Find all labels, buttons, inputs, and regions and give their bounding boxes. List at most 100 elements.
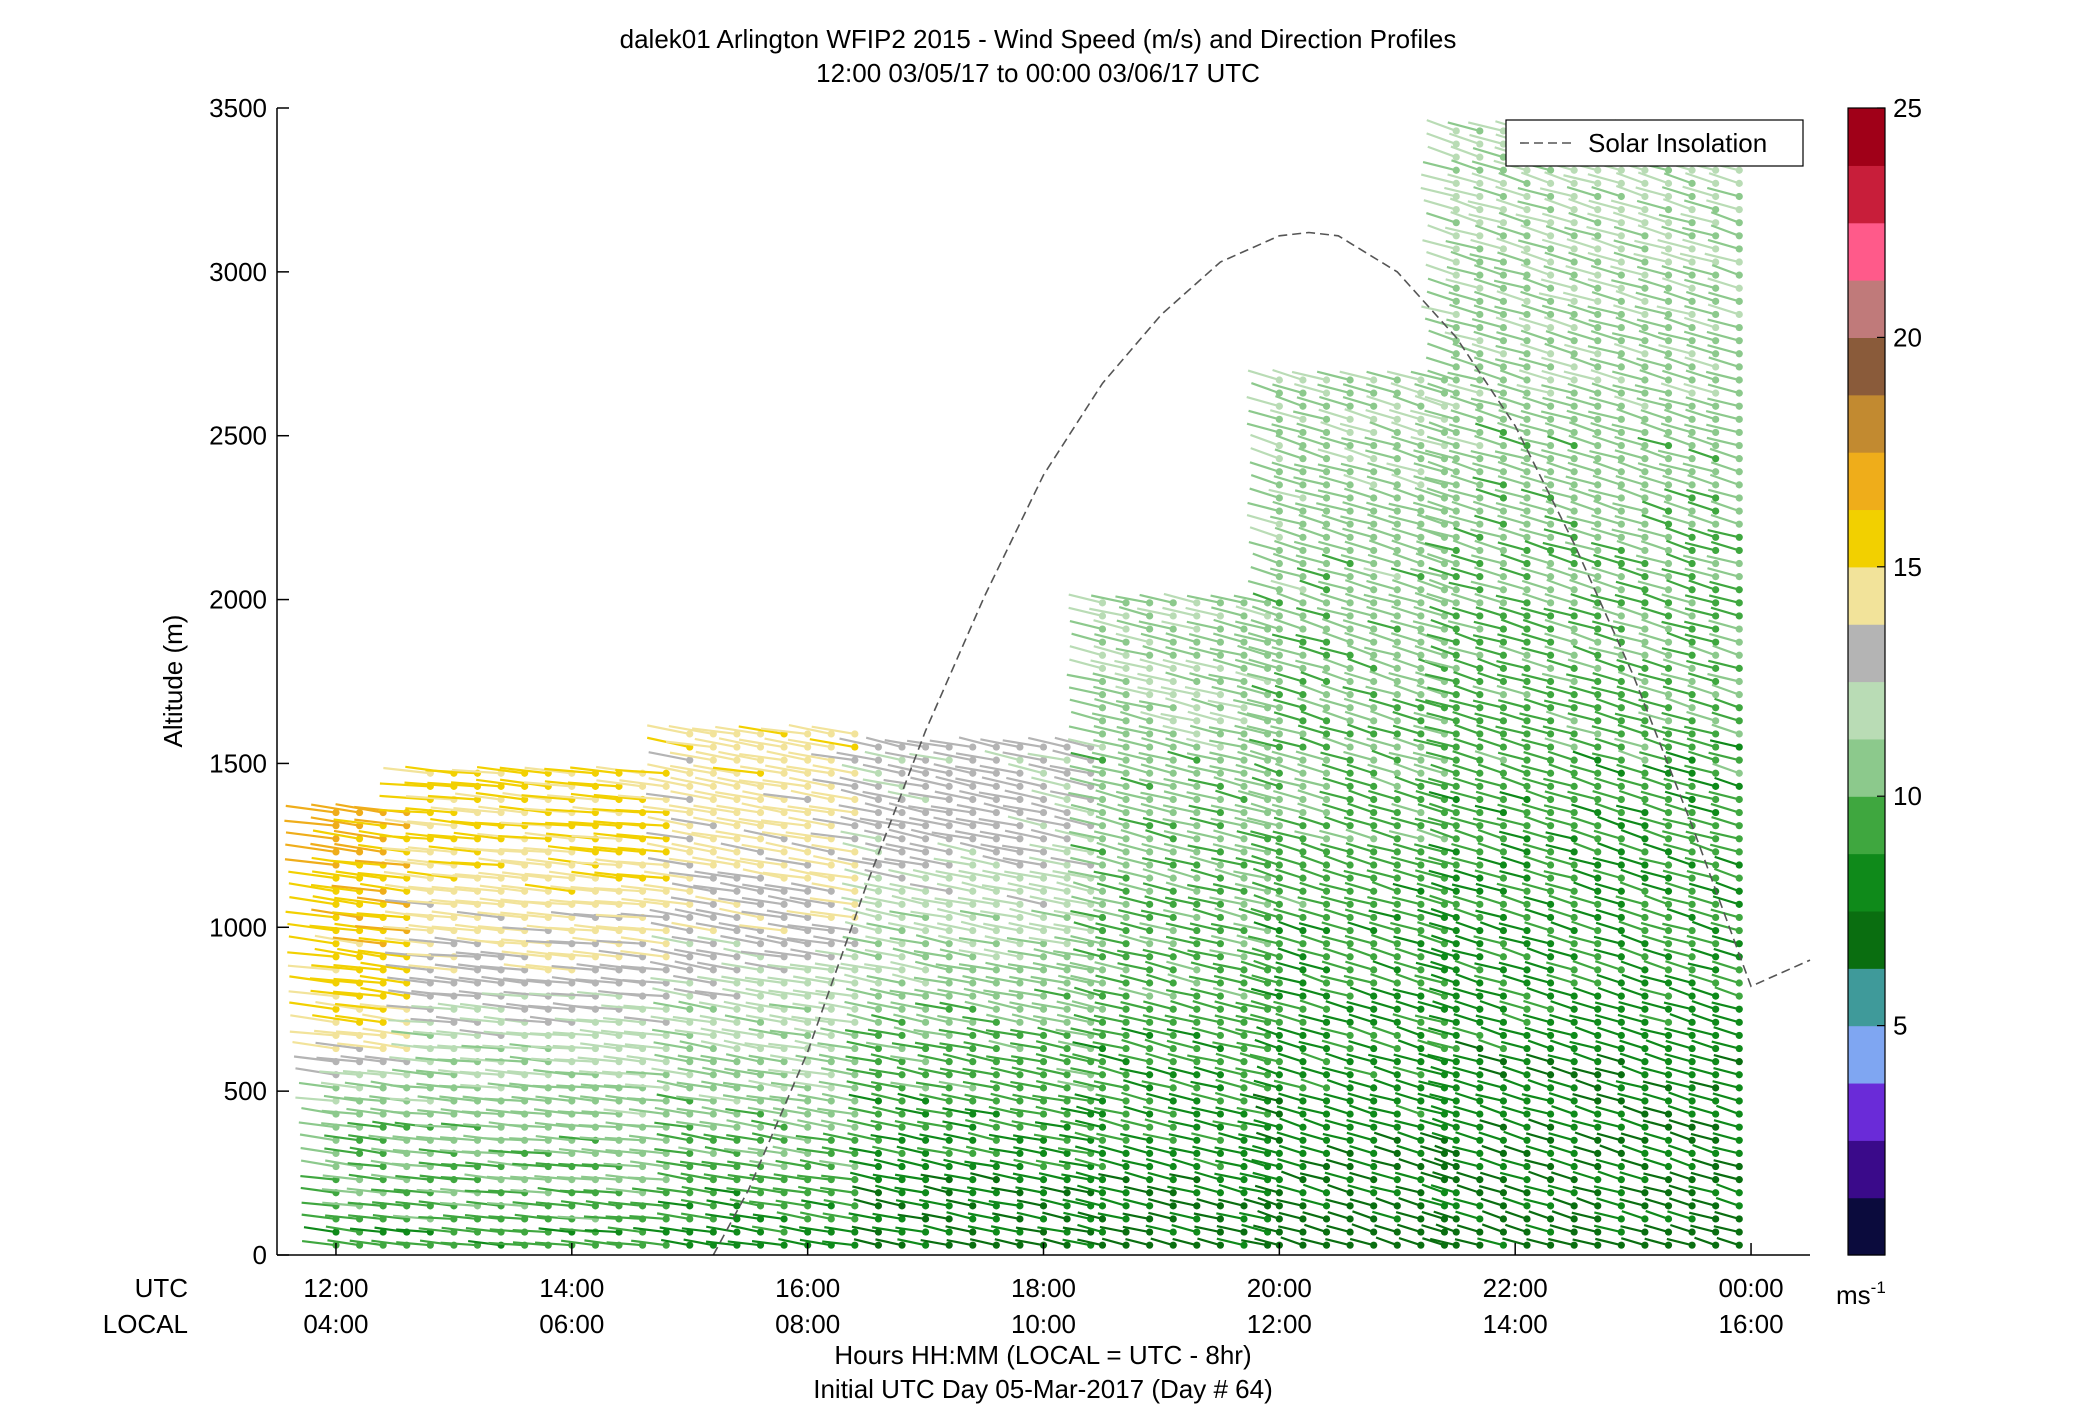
wind-barb-point <box>1299 900 1307 908</box>
wind-barb-stem <box>705 1213 738 1221</box>
wind-barb-point <box>709 743 717 751</box>
wind-barb-point <box>1393 1176 1401 1184</box>
wind-barb-point <box>1417 1031 1425 1040</box>
wind-barb-point <box>1417 520 1425 528</box>
wind-barb-point <box>1476 337 1484 345</box>
wind-barb-point <box>1417 992 1425 1000</box>
wind-barb-point <box>662 992 670 1000</box>
wind-barb-point <box>1275 415 1283 423</box>
wind-barb-stem <box>649 960 690 971</box>
wind-barb-point <box>1393 546 1401 555</box>
wind-barb-point <box>1452 1123 1460 1131</box>
wind-barb-point <box>1169 966 1177 974</box>
wind-barb-point <box>945 1110 953 1118</box>
wind-barb-stem <box>1002 857 1044 867</box>
wind-barb-stem <box>797 1174 832 1181</box>
wind-barb-point <box>1146 1162 1154 1171</box>
wind-barb-stem <box>332 911 384 919</box>
wind-barb-stem <box>405 912 454 919</box>
wind-barb-point <box>874 1241 883 1249</box>
wind-barb-point <box>1452 297 1460 305</box>
wind-barb-point <box>1346 808 1354 817</box>
wind-barb-stem <box>1093 1014 1127 1024</box>
wind-barb-point <box>1063 900 1071 908</box>
wind-barb-stem <box>359 1003 407 1011</box>
wind-barb-stem <box>702 1066 738 1076</box>
wind-barb-point <box>1193 1123 1201 1131</box>
wind-barb-point <box>1476 494 1484 502</box>
wind-barb-point <box>1346 1031 1354 1040</box>
wind-barb-point <box>709 1215 717 1223</box>
wind-barb-point <box>1299 848 1307 856</box>
wind-barb-point <box>1370 481 1378 489</box>
wind-barb-stem <box>785 831 832 840</box>
wind-barb-point <box>780 1176 788 1184</box>
wind-barb-point <box>1452 284 1460 292</box>
wind-barb-point <box>945 822 953 830</box>
wind-barb-stem <box>862 763 903 775</box>
wind-barb-stem <box>358 937 407 945</box>
wind-barb-point <box>874 1136 883 1144</box>
wind-barb-stem <box>557 1215 596 1221</box>
wind-barb-stem <box>526 911 572 919</box>
wind-barb-point <box>945 1058 953 1066</box>
wind-barb-stem <box>438 1069 478 1076</box>
wind-barb-stem <box>864 948 903 958</box>
wind-barb-point <box>379 1044 387 1053</box>
wind-barb-point <box>945 979 953 987</box>
wind-barb-point <box>1146 900 1154 908</box>
wind-barb-point <box>874 1005 883 1013</box>
wind-barb-point <box>1346 1097 1354 1105</box>
wind-barb-stem <box>1075 1171 1103 1181</box>
wind-barb-stem <box>776 1211 808 1221</box>
wind-barb-stem <box>300 1186 337 1194</box>
wind-barb-stem <box>581 1175 620 1181</box>
wind-barb-point <box>1523 717 1531 725</box>
wind-barb-point <box>1370 769 1378 777</box>
wind-barb-point <box>851 1202 859 1210</box>
wind-barb-point <box>1146 795 1154 804</box>
wind-barb-stem <box>457 963 502 971</box>
wind-barb-point <box>1098 1005 1107 1013</box>
wind-barb-stem <box>1006 937 1044 945</box>
wind-barb-stem <box>371 1147 407 1155</box>
wind-barb-stem <box>1099 1197 1127 1207</box>
wind-barb-point <box>780 1202 788 1210</box>
wind-barb-point <box>733 966 741 974</box>
wind-barb-stem <box>475 791 525 801</box>
wind-barb-stem <box>889 989 926 998</box>
wind-barb-stem <box>934 790 973 801</box>
wind-barb-point <box>851 861 859 869</box>
wind-barb-point <box>1452 822 1460 830</box>
wind-barb-stem <box>347 1201 384 1207</box>
wind-barb-point <box>426 874 434 882</box>
wind-barb-point <box>1452 428 1460 437</box>
wind-barb-point <box>851 743 859 751</box>
wind-barb-point <box>827 1071 835 1079</box>
wind-barb-stem <box>897 1238 926 1247</box>
wind-barb-stem <box>389 1097 431 1103</box>
wind-barb-point <box>1393 730 1401 738</box>
wind-barb-point <box>1122 782 1130 790</box>
wind-barb-stem <box>895 1199 926 1207</box>
wind-barb-stem <box>1039 1146 1068 1155</box>
wind-barb-stem <box>1070 856 1103 867</box>
wind-barb-point <box>379 992 387 1000</box>
wind-barb-stem <box>309 977 360 985</box>
wind-barb-stem <box>1011 1120 1044 1129</box>
wind-barb-point <box>544 1084 552 1092</box>
wind-barb-stem <box>342 1070 384 1076</box>
wind-barb-point <box>1122 599 1130 607</box>
wind-barb-stem <box>454 923 502 932</box>
wind-barb-point <box>992 822 1000 830</box>
wind-barb-stem <box>656 1093 690 1103</box>
wind-barb-point <box>1146 1136 1154 1144</box>
wind-barb-point <box>1240 1044 1248 1053</box>
wind-barb-point <box>568 940 576 948</box>
wind-barb-stem <box>1012 1172 1044 1181</box>
wind-barb-point <box>1169 1110 1177 1118</box>
wind-barb-point <box>1417 704 1425 712</box>
wind-barb-point <box>1452 245 1460 253</box>
wind-barb-stem <box>310 989 360 998</box>
